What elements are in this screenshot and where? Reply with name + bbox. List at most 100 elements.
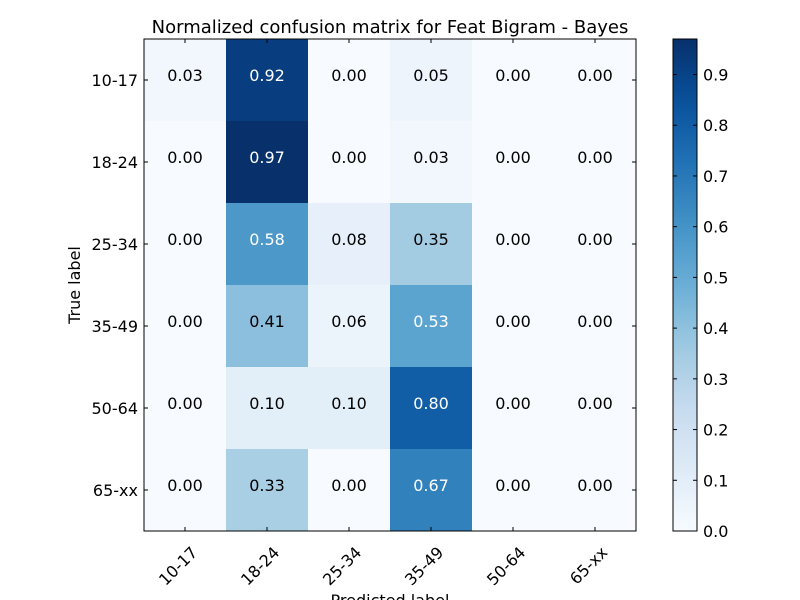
cell-value-label: 0.00	[495, 312, 531, 331]
matrix-cell	[390, 285, 473, 368]
y-tick-label: 25-34	[92, 235, 139, 254]
cell-value-label: 0.00	[577, 476, 613, 495]
matrix-cell	[390, 121, 473, 204]
cell-value-label: 0.00	[577, 148, 613, 167]
cell-value-label: 0.00	[167, 312, 203, 331]
matrix-cell	[226, 121, 309, 204]
colorbar-ticks: 0.0 0.1 0.2 0.3 0.4 0.5 0.6 0.7 0.8 0.9	[673, 66, 728, 541]
matrix-cell	[308, 449, 391, 532]
cell-value-label: 0.00	[331, 148, 367, 167]
cell-value-label: 0.00	[167, 148, 203, 167]
matrix-cell	[390, 367, 473, 450]
matrix-cell	[144, 39, 227, 122]
y-tick-label: 10-17	[92, 71, 139, 90]
matrix-cell	[472, 121, 555, 204]
matrix-cell	[472, 39, 555, 122]
cell-value-label: 0.03	[167, 66, 203, 85]
matrix-cell	[226, 367, 309, 450]
cell-value-label: 0.41	[249, 312, 285, 331]
matrix-cell	[554, 285, 637, 368]
y-axis-ticks: 10-17 18-24 25-34 35-49 50-64 65-xx	[92, 71, 636, 500]
y-axis-label: True label	[65, 246, 84, 325]
matrix-cell	[554, 121, 637, 204]
cell-value-label: 0.00	[331, 476, 367, 495]
x-tick-label: 35-49	[401, 543, 447, 589]
cell-value-label: 0.08	[331, 230, 367, 249]
cell-value-label: 0.67	[413, 476, 449, 495]
matrix-cell	[472, 449, 555, 532]
colorbar-tick-label: 0.0	[703, 522, 728, 541]
colorbar-tick-label: 0.4	[703, 319, 728, 338]
y-tick-label: 18-24	[92, 153, 139, 172]
cell-value-label: 0.00	[167, 476, 203, 495]
cell-value-label: 0.00	[495, 148, 531, 167]
matrix-cell	[554, 367, 637, 450]
cell-value-label: 0.00	[495, 394, 531, 413]
colorbar-tick-label: 0.9	[703, 66, 728, 85]
colorbar-tick-label: 0.2	[703, 421, 728, 440]
matrix-cell	[472, 285, 555, 368]
matrix-cell	[390, 39, 473, 122]
matrix-cell	[472, 203, 555, 286]
cell-value-label: 0.00	[495, 66, 531, 85]
colorbar-tick-label: 0.6	[703, 218, 728, 237]
cell-value-label: 0.00	[577, 66, 613, 85]
matrix-cell	[554, 203, 637, 286]
matrix-cell	[144, 285, 227, 368]
colorbar-tick-label: 0.3	[703, 370, 728, 389]
matrix-cell	[144, 449, 227, 532]
chart-title: Normalized confusion matrix for Feat Big…	[152, 17, 629, 38]
y-tick-label: 50-64	[92, 399, 139, 418]
matrix-cell	[226, 285, 309, 368]
x-tick-label: 50-64	[483, 543, 529, 589]
cell-value-label: 0.33	[249, 476, 285, 495]
cell-value-label: 0.92	[249, 66, 285, 85]
y-tick-label: 65-xx	[93, 481, 138, 500]
cell-value-label: 0.97	[249, 148, 285, 167]
colorbar-tick-label: 0.7	[703, 167, 728, 186]
x-tick-label: 18-24	[237, 543, 283, 589]
cell-value-label: 0.00	[331, 66, 367, 85]
matrix-cell	[226, 449, 309, 532]
matrix-cell	[390, 449, 473, 532]
matrix-cell	[144, 121, 227, 204]
cell-value-label: 0.58	[249, 230, 285, 249]
matrix-cell	[472, 367, 555, 450]
matrix-cell	[226, 39, 309, 122]
matrix-cell	[308, 39, 391, 122]
cell-value-label: 0.00	[495, 476, 531, 495]
matrix-cell	[308, 121, 391, 204]
x-tick-label: 25-34	[319, 543, 365, 589]
x-axis-label: Predicted label	[331, 591, 450, 600]
matrix-cell	[390, 203, 473, 286]
cell-value-label: 0.00	[577, 230, 613, 249]
x-tick-label: 65-xx	[566, 543, 611, 588]
cell-value-label: 0.10	[249, 394, 285, 413]
cell-value-label: 0.53	[413, 312, 449, 331]
matrix-cell	[554, 39, 637, 122]
colorbar	[672, 38, 698, 532]
cell-value-label: 0.10	[331, 394, 367, 413]
cell-value-label: 0.00	[577, 394, 613, 413]
cell-value-label: 0.06	[331, 312, 367, 331]
cell-value-label: 0.00	[167, 394, 203, 413]
cell-value-label: 0.00	[167, 230, 203, 249]
y-tick-label: 35-49	[92, 317, 139, 336]
matrix-cell	[308, 367, 391, 450]
cell-value-label: 0.00	[577, 312, 613, 331]
matrix-cell	[226, 203, 309, 286]
plot-frame	[143, 38, 637, 532]
colorbar-tick-label: 0.5	[703, 268, 728, 287]
matrix-cell-labels: 0.03 0.92 0.00 0.05 0.00 0.00 0.00 0.97 0.00 0.03…	[167, 66, 613, 495]
cell-value-label: 0.00	[495, 230, 531, 249]
matrix-cells	[144, 39, 637, 532]
cell-value-label: 0.80	[413, 394, 449, 413]
x-tick-label: 10-17	[155, 543, 201, 589]
cell-value-label: 0.03	[413, 148, 449, 167]
colorbar-tick-label: 0.8	[703, 116, 728, 135]
matrix-cell	[308, 285, 391, 368]
colorbar-tick-label: 0.1	[703, 471, 728, 490]
matrix-cell	[144, 203, 227, 286]
matrix-cell	[144, 367, 227, 450]
